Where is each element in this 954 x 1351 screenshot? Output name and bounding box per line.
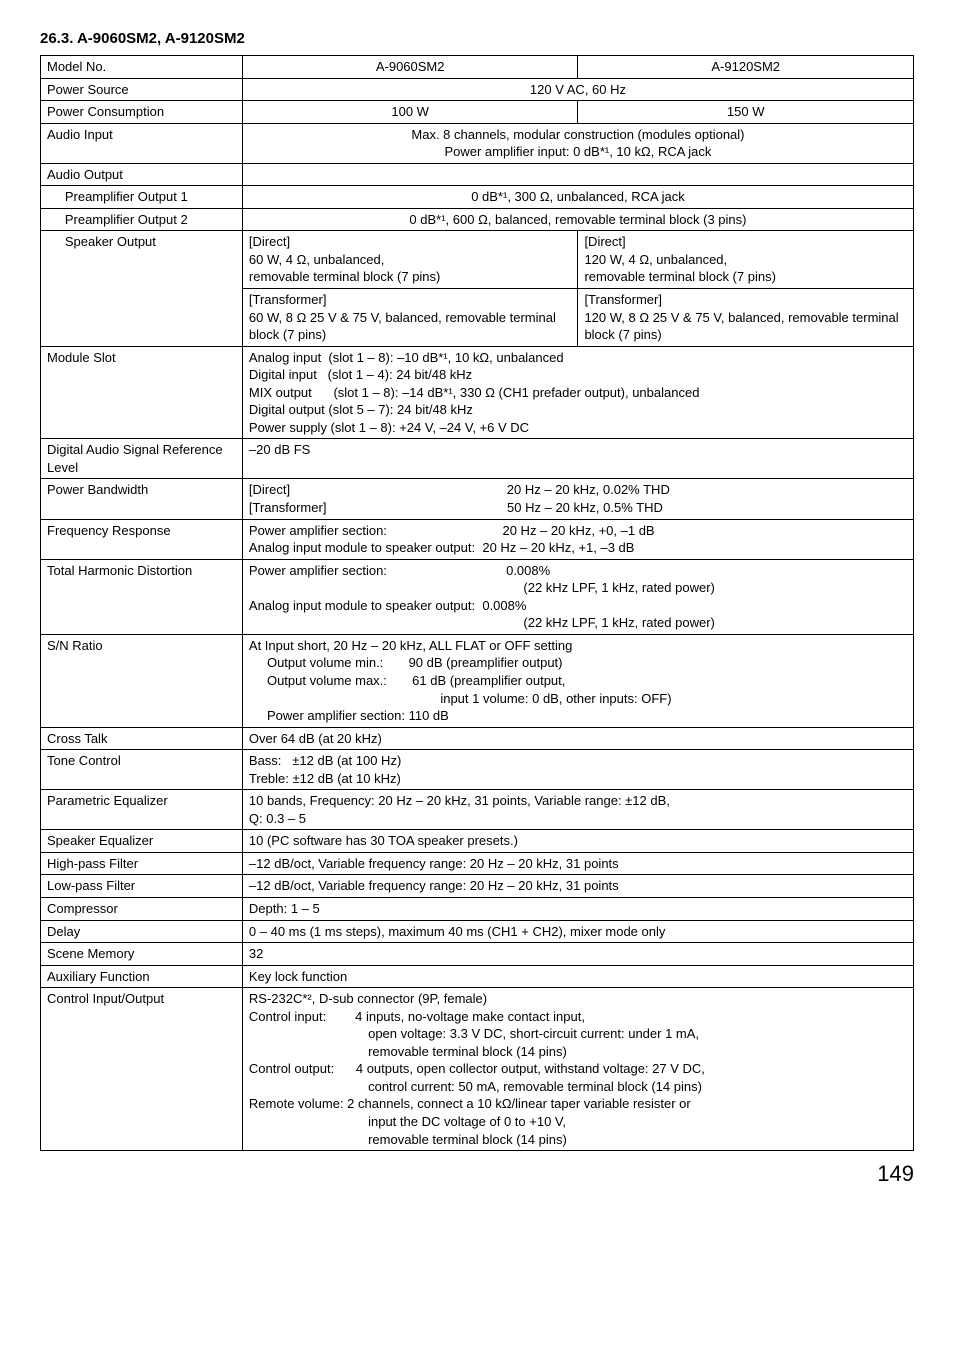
row-audio-input: Audio Input Max. 8 channels, modular con… [41, 123, 914, 163]
label: S/N Ratio [41, 634, 243, 727]
row-digital-audio: Digital Audio Signal Reference Level –20… [41, 439, 914, 479]
value: –12 dB/oct, Variable frequency range: 20… [242, 875, 913, 898]
indent [41, 231, 59, 289]
row-aux-function: Auxiliary Function Key lock function [41, 965, 914, 988]
value-left-transformer: [Transformer] 60 W, 8 Ω 25 V & 75 V, bal… [242, 289, 578, 347]
row-speaker-output-direct: Speaker Output [Direct] 60 W, 4 Ω, unbal… [41, 231, 914, 289]
label: Tone Control [41, 750, 243, 790]
label: Preamplifier Output 2 [59, 208, 243, 231]
label: Parametric Equalizer [41, 790, 243, 830]
value: Power amplifier section: 20 Hz – 20 kHz,… [242, 519, 913, 559]
row-hpf: High-pass Filter –12 dB/oct, Variable fr… [41, 852, 914, 875]
value-right-direct: [Direct] 120 W, 4 Ω, unbalanced, removab… [578, 231, 914, 289]
row-delay: Delay 0 – 40 ms (1 ms steps), maximum 40… [41, 920, 914, 943]
row-power-source: Power Source 120 V AC, 60 Hz [41, 78, 914, 101]
value: 10 (PC software has 30 TOA speaker prese… [242, 830, 913, 853]
label: High-pass Filter [41, 852, 243, 875]
value: –12 dB/oct, Variable frequency range: 20… [242, 852, 913, 875]
value: Over 64 dB (at 20 kHz) [242, 727, 913, 750]
label: Control Input/Output [41, 988, 243, 1151]
row-preamp-1: Preamplifier Output 1 0 dB*¹, 300 Ω, unb… [41, 186, 914, 209]
value: At Input short, 20 Hz – 20 kHz, ALL FLAT… [242, 634, 913, 727]
row-scene-memory: Scene Memory 32 [41, 943, 914, 966]
label: Preamplifier Output 1 [59, 186, 243, 209]
value [242, 163, 913, 186]
value: Power amplifier section: 0.008% (22 kHz … [242, 559, 913, 634]
indent [41, 186, 59, 209]
label: Cross Talk [41, 727, 243, 750]
value: 0 dB*¹, 300 Ω, unbalanced, RCA jack [242, 186, 913, 209]
label: Speaker Output [59, 231, 243, 289]
value: [Direct] 20 Hz – 20 kHz, 0.02% THD [Tran… [242, 479, 913, 519]
value: 0 – 40 ms (1 ms steps), maximum 40 ms (C… [242, 920, 913, 943]
label: Audio Output [41, 163, 243, 186]
label: Audio Input [41, 123, 243, 163]
row-lpf: Low-pass Filter –12 dB/oct, Variable fre… [41, 875, 914, 898]
value: 120 V AC, 60 Hz [242, 78, 913, 101]
indent [41, 208, 59, 231]
label: Power Source [41, 78, 243, 101]
value: 0 dB*¹, 600 Ω, balanced, removable termi… [242, 208, 913, 231]
value: Max. 8 channels, modular construction (m… [242, 123, 913, 163]
value-right: 150 W [578, 101, 914, 124]
label: Power Consumption [41, 101, 243, 124]
value: –20 dB FS [242, 439, 913, 479]
row-freq-response: Frequency Response Power amplifier secti… [41, 519, 914, 559]
value-right: A-9120SM2 [578, 56, 914, 79]
value: Analog input (slot 1 – 8): –10 dB*¹, 10 … [242, 346, 913, 439]
row-cross-talk: Cross Talk Over 64 dB (at 20 kHz) [41, 727, 914, 750]
label: Delay [41, 920, 243, 943]
value-left-direct: [Direct] 60 W, 4 Ω, unbalanced, removabl… [242, 231, 578, 289]
label: Digital Audio Signal Reference Level [41, 439, 243, 479]
page-number: 149 [40, 1161, 914, 1187]
row-model-no: Model No. A-9060SM2 A-9120SM2 [41, 56, 914, 79]
value: Bass: ±12 dB (at 100 Hz) Treble: ±12 dB … [242, 750, 913, 790]
value: 32 [242, 943, 913, 966]
label: Model No. [41, 56, 243, 79]
value-left: 100 W [242, 101, 578, 124]
label-cont [59, 289, 243, 347]
row-module-slot: Module Slot Analog input (slot 1 – 8): –… [41, 346, 914, 439]
label: Power Bandwidth [41, 479, 243, 519]
indent [41, 289, 59, 347]
value: Depth: 1 – 5 [242, 897, 913, 920]
label: Auxiliary Function [41, 965, 243, 988]
row-tone-control: Tone Control Bass: ±12 dB (at 100 Hz) Tr… [41, 750, 914, 790]
label: Module Slot [41, 346, 243, 439]
row-speaker-output-transformer: [Transformer] 60 W, 8 Ω 25 V & 75 V, bal… [41, 289, 914, 347]
value-right-transformer: [Transformer] 120 W, 8 Ω 25 V & 75 V, ba… [578, 289, 914, 347]
label: Low-pass Filter [41, 875, 243, 898]
value: Key lock function [242, 965, 913, 988]
row-thd: Total Harmonic Distortion Power amplifie… [41, 559, 914, 634]
label: Speaker Equalizer [41, 830, 243, 853]
row-speaker-eq: Speaker Equalizer 10 (PC software has 30… [41, 830, 914, 853]
label: Total Harmonic Distortion [41, 559, 243, 634]
row-param-eq: Parametric Equalizer 10 bands, Frequency… [41, 790, 914, 830]
value: RS-232C*², D-sub connector (9P, female) … [242, 988, 913, 1151]
row-power-consumption: Power Consumption 100 W 150 W [41, 101, 914, 124]
value-left: A-9060SM2 [242, 56, 578, 79]
label: Scene Memory [41, 943, 243, 966]
row-sn-ratio: S/N Ratio At Input short, 20 Hz – 20 kHz… [41, 634, 914, 727]
row-control-io: Control Input/Output RS-232C*², D-sub co… [41, 988, 914, 1151]
spec-table: Model No. A-9060SM2 A-9120SM2 Power Sour… [40, 55, 914, 1151]
row-power-bandwidth: Power Bandwidth [Direct] 20 Hz – 20 kHz,… [41, 479, 914, 519]
section-title: 26.3. A-9060SM2, A-9120SM2 [40, 30, 914, 47]
value: 10 bands, Frequency: 20 Hz – 20 kHz, 31 … [242, 790, 913, 830]
label: Compressor [41, 897, 243, 920]
row-compressor: Compressor Depth: 1 – 5 [41, 897, 914, 920]
row-audio-output: Audio Output [41, 163, 914, 186]
row-preamp-2: Preamplifier Output 2 0 dB*¹, 600 Ω, bal… [41, 208, 914, 231]
label: Frequency Response [41, 519, 243, 559]
